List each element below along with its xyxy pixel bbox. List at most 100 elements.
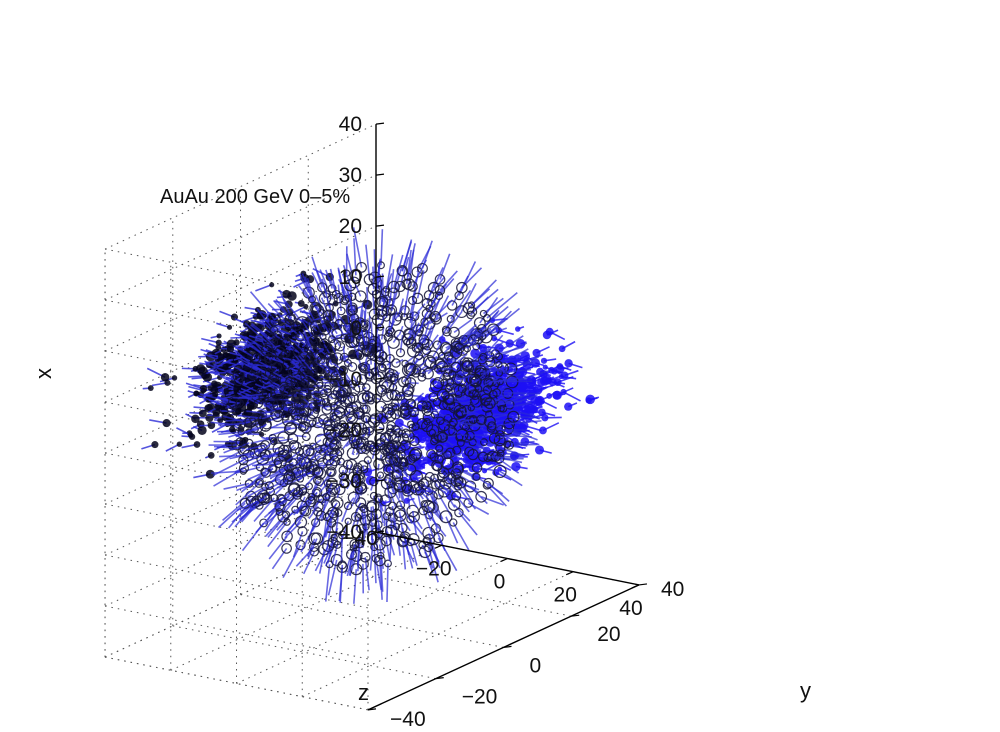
velocity-arrow: [303, 398, 313, 407]
velocity-arrow: [379, 454, 383, 460]
cluster-point: [520, 351, 531, 361]
velocity-arrow: [218, 502, 246, 529]
velocity-arrow: [244, 336, 268, 351]
cluster-point: [527, 382, 534, 390]
velocity-arrow: [325, 269, 333, 289]
velocity-arrow: [237, 414, 262, 419]
particle-point: [461, 359, 473, 371]
velocity-arrow: [471, 288, 499, 313]
particle-point: [331, 352, 344, 365]
velocity-arrow: [380, 229, 384, 266]
velocity-arrow: [308, 309, 324, 337]
velocity-arrow: [299, 390, 314, 394]
particle-point: [397, 522, 408, 534]
velocity-arrow: [351, 543, 356, 566]
particle-point: [423, 417, 431, 426]
velocity-arrow: [331, 335, 336, 346]
cluster-point: [394, 418, 404, 428]
velocity-arrow: [295, 410, 306, 416]
particle-point: [402, 430, 415, 443]
particle-point: [339, 478, 350, 489]
velocity-arrow: [486, 291, 518, 319]
particle-point: [343, 406, 355, 418]
particle-point: [334, 398, 343, 407]
cluster-point: [514, 326, 521, 332]
velocity-arrow: [258, 379, 280, 392]
velocity-arrow: [448, 399, 472, 406]
particle-point: [269, 314, 281, 327]
particle-point: [464, 446, 475, 457]
particle-point: [308, 542, 319, 553]
particle-point: [238, 463, 250, 474]
particle-point: [305, 362, 318, 375]
cluster-point: [538, 408, 546, 416]
particle-point: [251, 353, 261, 363]
particle-point: [397, 405, 410, 419]
z-tick: [375, 326, 385, 329]
velocity-arrow: [342, 464, 349, 479]
velocity-arrow: [453, 504, 471, 522]
particle-point: [368, 308, 381, 320]
particle-point: [406, 344, 420, 358]
particle-point: [323, 315, 332, 324]
velocity-arrow: [267, 521, 288, 548]
velocity-arrow: [390, 283, 400, 312]
particle-point: [359, 551, 371, 563]
particle-point: [499, 404, 508, 413]
particle-point: [313, 466, 324, 477]
velocity-arrow: [413, 440, 424, 449]
particle-point: [466, 306, 478, 317]
velocity-arrow: [409, 311, 415, 335]
particle-point: [391, 440, 401, 450]
velocity-arrow: [397, 298, 404, 318]
particle-point: [466, 310, 476, 320]
particle-point: [409, 469, 423, 483]
velocity-arrow: [271, 547, 288, 570]
particle-point: [411, 422, 420, 431]
x-tick-label: 40: [619, 597, 642, 620]
particle-point: [456, 438, 465, 447]
velocity-arrow: [335, 367, 345, 384]
velocity-arrow: [298, 273, 310, 293]
particle-point: [408, 448, 422, 462]
velocity-arrow: [441, 433, 463, 439]
particle-point: [425, 304, 434, 313]
particle-point: [391, 358, 401, 368]
particle-point: [321, 404, 333, 415]
particle-point: [347, 471, 360, 484]
y-tick-label: 40: [661, 578, 684, 601]
cluster-point: [534, 398, 543, 407]
velocity-arrow: [509, 443, 540, 446]
velocity-arrow: [269, 468, 284, 478]
cluster-point: [585, 397, 592, 404]
particle-point: [338, 365, 349, 376]
velocity-arrow: [296, 450, 310, 466]
particle-point: [448, 326, 460, 339]
velocity-arrow: [452, 522, 470, 551]
velocity-arrow: [407, 243, 416, 277]
particle-point: [311, 304, 322, 315]
particle-point: [384, 409, 397, 422]
velocity-arrow: [325, 522, 333, 552]
velocity-arrow: [364, 557, 370, 591]
velocity-arrow: [223, 442, 250, 454]
particle-point: [393, 480, 407, 493]
particle-point: [376, 295, 389, 308]
cluster-point: [147, 385, 154, 391]
velocity-arrow: [343, 411, 350, 417]
particle-point: [407, 281, 418, 292]
particle-point: [373, 458, 385, 470]
cluster-point: [425, 435, 432, 442]
velocity-arrow: [379, 276, 384, 302]
velocity-arrow: [385, 395, 388, 397]
velocity-arrow: [457, 411, 472, 416]
particle-point: [450, 468, 462, 480]
velocity-arrow: [507, 440, 535, 446]
cluster-point: [558, 345, 566, 353]
particle-point: [384, 474, 394, 484]
velocity-arrow: [363, 508, 369, 535]
particle-point: [277, 431, 290, 444]
velocity-arrow: [373, 249, 376, 278]
velocity-arrow: [399, 486, 406, 505]
particle-point: [345, 548, 357, 560]
